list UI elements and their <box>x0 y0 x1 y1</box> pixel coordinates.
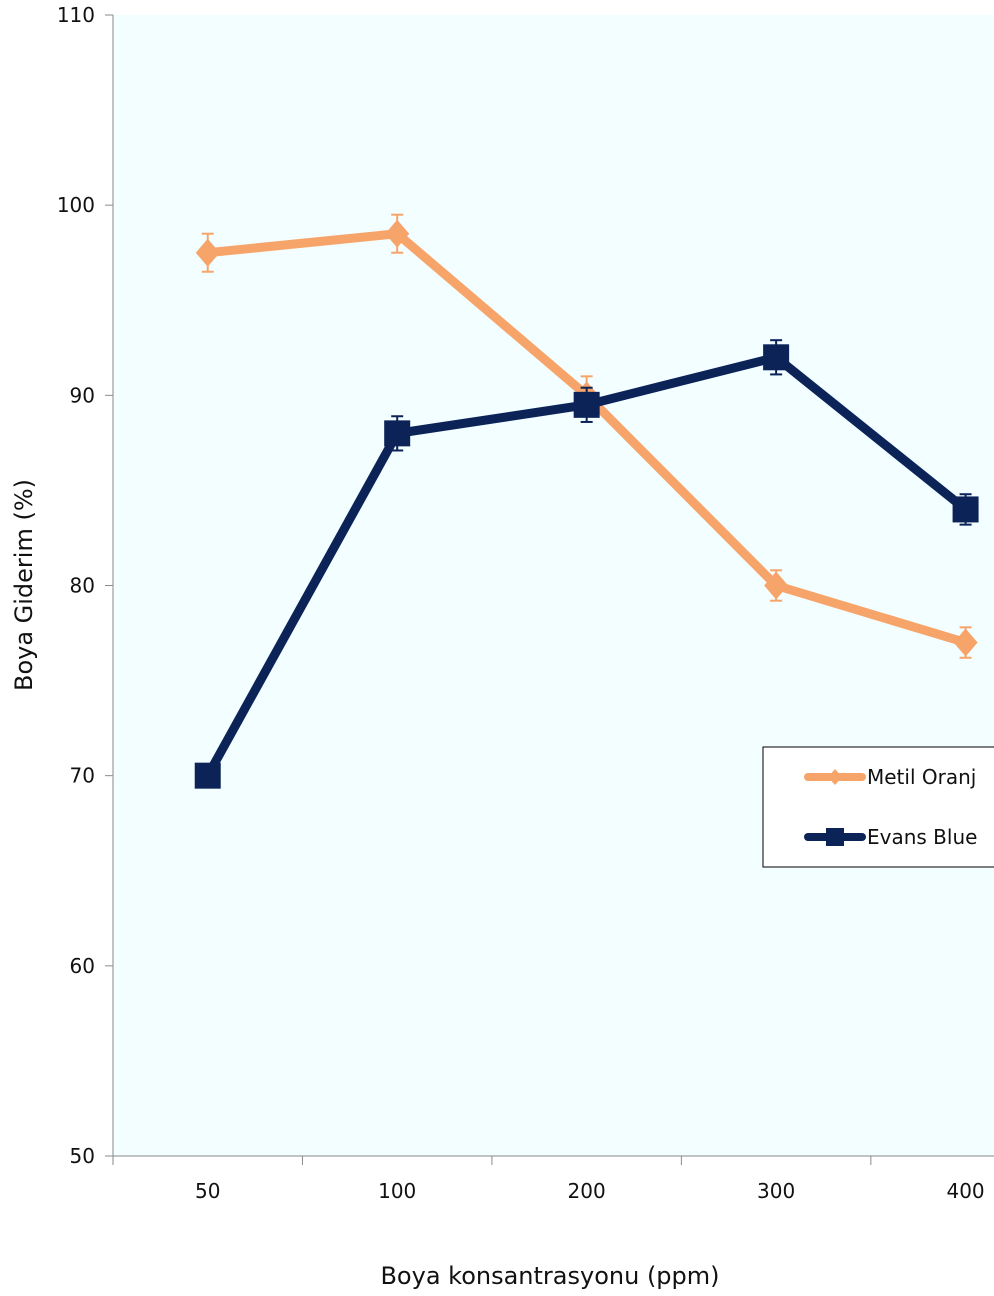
y-tick-label: 90 <box>70 383 95 407</box>
legend-label: Metil Oranj <box>867 765 976 789</box>
y-tick-label: 70 <box>70 764 95 788</box>
x-axis-title: Boya konsantrasyonu (ppm) <box>380 1262 719 1290</box>
x-axis-ticks: 50 100 200 300 400 <box>112 1156 985 1203</box>
data-point <box>952 496 979 523</box>
x-tick-label: 100 <box>378 1179 416 1203</box>
x-tick-label: 50 <box>195 1179 220 1203</box>
series-2 <box>194 339 979 789</box>
data-point <box>764 571 789 600</box>
data-point <box>384 420 411 447</box>
x-tick-label: 200 <box>568 1179 606 1203</box>
data-point <box>763 344 790 371</box>
data-point <box>385 219 410 248</box>
legend-marker <box>828 769 842 785</box>
y-tick-label: 100 <box>57 193 95 217</box>
legend-box <box>762 746 994 868</box>
y-axis-ticks: 50 60 70 80 90 100 110 <box>57 3 113 1168</box>
legend: Metil Oranj Evans Blue <box>762 746 994 868</box>
data-point <box>573 391 600 418</box>
data-point <box>194 762 221 789</box>
y-tick-label: 110 <box>57 3 95 27</box>
x-tick-label: 300 <box>757 1179 795 1203</box>
y-tick-label: 60 <box>70 954 95 978</box>
legend-label: Evans Blue <box>867 825 977 849</box>
y-tick-label: 80 <box>70 574 95 598</box>
legend-marker <box>826 828 844 846</box>
data-point <box>953 628 978 657</box>
y-axis-title: Boya Giderim (%) <box>10 479 38 691</box>
series-layer <box>194 213 979 789</box>
x-tick-label: 400 <box>946 1179 984 1203</box>
data-point <box>195 238 220 267</box>
plot-area <box>113 15 994 1156</box>
y-tick-label: 50 <box>70 1144 95 1168</box>
